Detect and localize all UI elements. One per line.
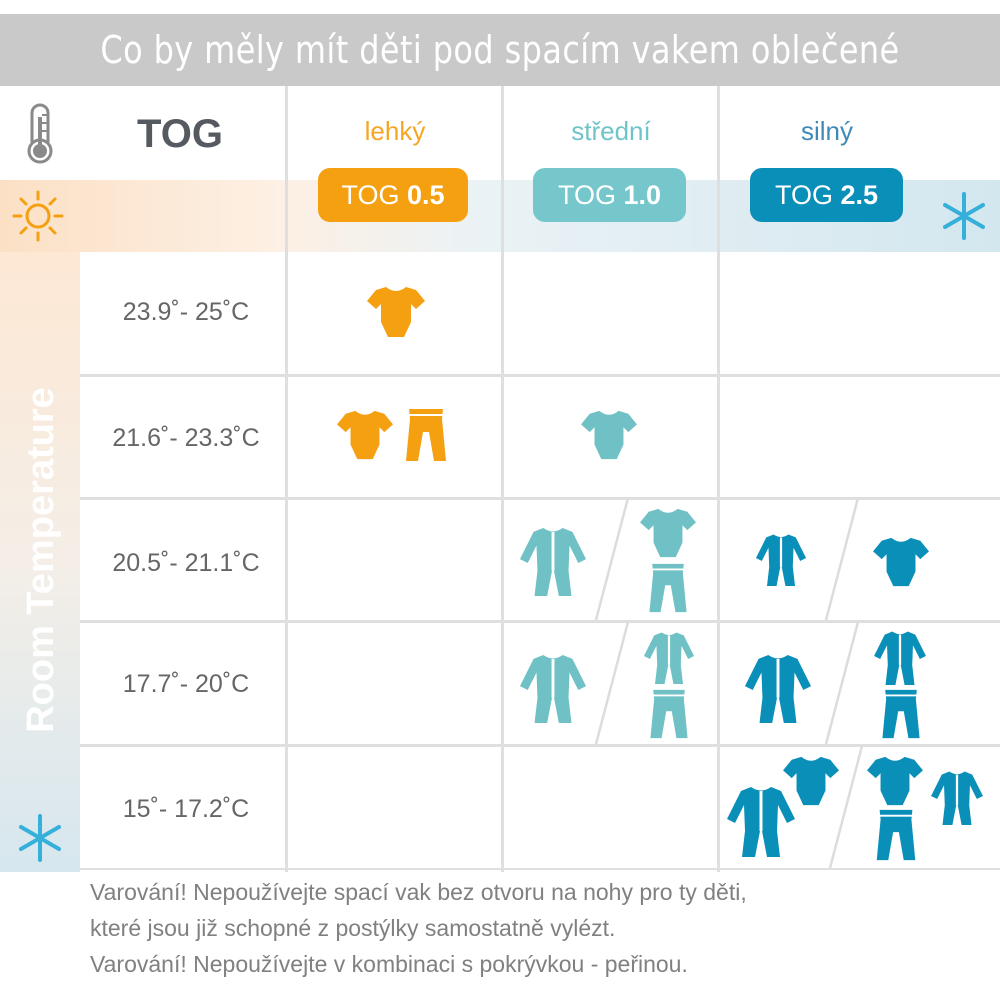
grid-line	[285, 86, 288, 872]
snowflake-icon	[19, 814, 61, 862]
row-label: 21.6˚- 23.3˚C	[112, 424, 260, 452]
thermometer-icon	[27, 103, 53, 164]
sleepsuit-icon	[744, 533, 818, 589]
column-heading-heavy: silný	[800, 116, 853, 146]
grid-line	[80, 374, 1000, 377]
snowflake-icon	[943, 192, 985, 240]
tog-pill-light: TOG 0.5	[318, 168, 468, 222]
tog-heading: TOG	[137, 112, 223, 156]
diagonal-separators	[594, 498, 864, 869]
sleepsuit-icon	[864, 630, 936, 688]
row-label: 15˚- 17.2˚C	[122, 795, 250, 823]
grid-line	[80, 868, 1000, 870]
sleepsuit-icon	[519, 525, 587, 601]
bodysuit-icon	[866, 754, 924, 808]
grid-line	[501, 86, 504, 872]
side-strip	[0, 252, 80, 872]
tog-pill-prefix: TOG	[774, 180, 833, 210]
bodysuit-icon	[366, 284, 426, 340]
sleepsuit-icon	[519, 652, 587, 728]
pants-icon	[648, 688, 690, 740]
tog-pill-heavy: TOG 2.5	[750, 168, 903, 222]
bodysuit-icon	[580, 408, 638, 462]
grid-line	[80, 620, 1000, 623]
bodysuit-icon	[336, 408, 394, 462]
sleepsuit-icon	[634, 631, 704, 687]
pants-icon	[646, 562, 690, 614]
row-label: 23.9˚- 25˚C	[122, 298, 250, 326]
row-label: 17.7˚- 20˚C	[122, 670, 250, 698]
tog-pill-value: 2.5	[840, 180, 879, 210]
pants-icon	[874, 808, 918, 862]
warning-line: Varování! Nepoužívejte spací vak bez otv…	[90, 879, 747, 905]
column-heading-light: lehký	[364, 116, 426, 146]
sleepsuit-icon	[922, 770, 992, 828]
tog-pill-value: 1.0	[623, 180, 662, 210]
sleepsuit-icon	[744, 652, 812, 728]
sleepsuit-icon	[726, 784, 796, 862]
grid-line	[80, 744, 1000, 747]
row-label: 20.5˚- 21.1˚C	[112, 549, 260, 577]
bodysuit-icon	[872, 535, 930, 589]
warning-line: které jsou již schopné z postýlky samost…	[90, 915, 616, 941]
grid-line	[80, 497, 1000, 500]
column-heading-medium: střední	[571, 116, 651, 146]
bodysuit-icon	[638, 506, 698, 560]
page-title: Co by měly mít děti pod spacím vakem obl…	[100, 28, 900, 72]
tog-pill-medium: TOG 1.0	[533, 168, 686, 222]
grid-line	[717, 86, 720, 872]
tog-pill-value: 0.5	[406, 180, 445, 210]
side-label: Room Temperature	[20, 387, 62, 733]
title-bar: Co by měly mít děti pod spacím vakem obl…	[0, 14, 1000, 86]
pants-icon	[880, 688, 922, 740]
footer-warnings: Varování! Nepoužívejte spací vak bez otv…	[90, 874, 990, 982]
sun-icon	[12, 190, 64, 242]
tog-pill-prefix: TOG	[557, 180, 616, 210]
pants-icon	[404, 406, 448, 464]
tog-pill-prefix: TOG	[341, 180, 400, 210]
warning-line: Varování! Nepoužívejte v kombinaci s pok…	[90, 951, 688, 977]
